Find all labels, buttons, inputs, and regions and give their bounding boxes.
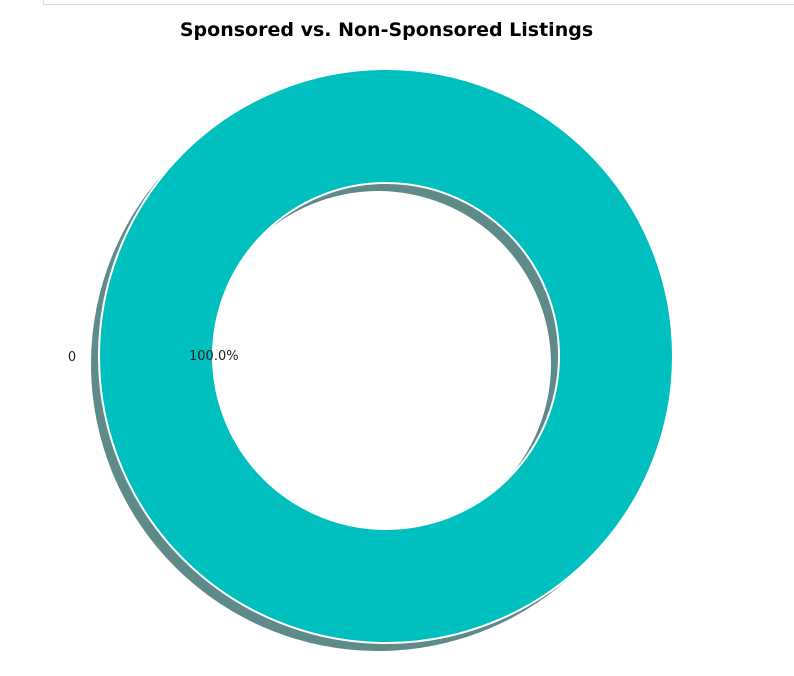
slice-percent-label: 100.0% bbox=[189, 349, 239, 364]
chart-title: Sponsored vs. Non-Sponsored Listings bbox=[179, 19, 594, 41]
top-frame-border bbox=[43, 0, 794, 5]
donut-slice bbox=[97, 68, 675, 644]
donut-labels: 0 100.0% bbox=[68, 349, 239, 365]
slice-category-label: 0 bbox=[68, 350, 76, 365]
donut-slices bbox=[97, 68, 675, 644]
